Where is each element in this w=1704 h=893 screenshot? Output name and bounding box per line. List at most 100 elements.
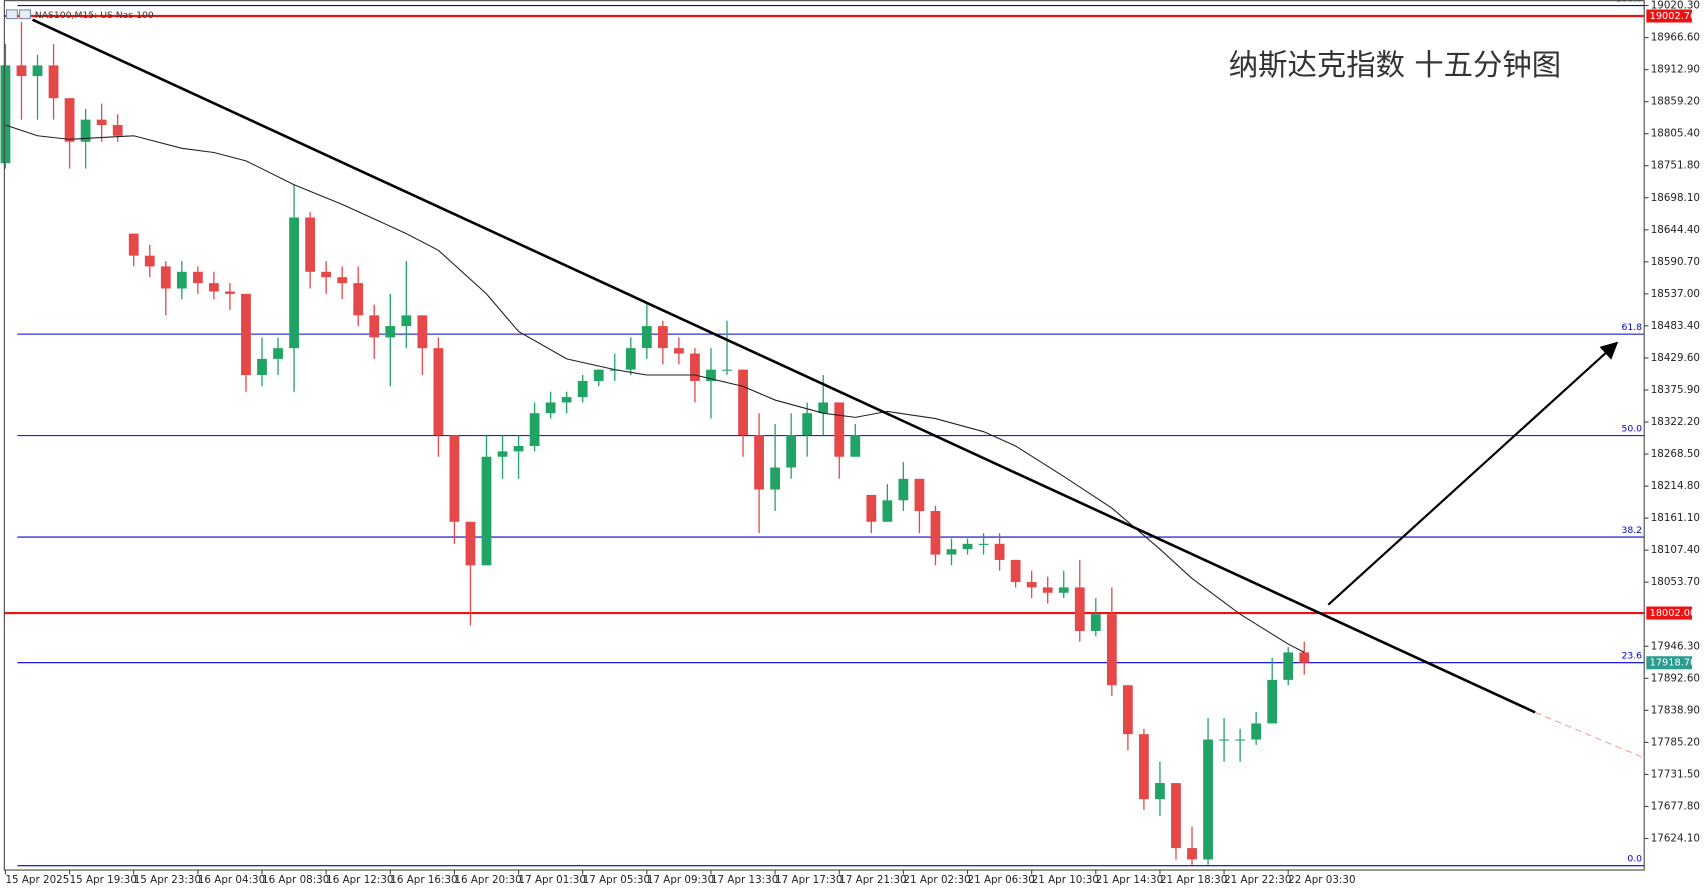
price-level-label: 18002.00 xyxy=(1650,608,1697,619)
candle-body xyxy=(1235,739,1246,741)
fib-label: 23.6 xyxy=(1621,651,1642,662)
y-tick-label: 18214.80 xyxy=(1651,480,1700,492)
candle-body xyxy=(481,456,492,566)
x-tick-label: 22 Apr 03:30 xyxy=(1288,874,1355,886)
x-tick-label: 21 Apr 18:30 xyxy=(1160,874,1227,886)
candle-body xyxy=(1139,734,1149,800)
icon xyxy=(5,9,18,20)
candle-body xyxy=(96,119,107,126)
y-tick-label: 19020.30 xyxy=(1651,0,1700,12)
fib-label: 38.2 xyxy=(1621,525,1642,536)
candle-body xyxy=(192,271,203,284)
candle-body xyxy=(978,543,989,545)
candle-body xyxy=(1171,783,1181,849)
candle-body xyxy=(273,348,283,359)
candle-body xyxy=(433,348,444,436)
candle-body xyxy=(786,435,797,468)
candle-body xyxy=(1155,783,1165,800)
x-tick-label: 17 Apr 01:30 xyxy=(519,874,586,886)
candle-body xyxy=(321,271,332,278)
y-tick-label: 18698.10 xyxy=(1651,192,1700,204)
candle-body xyxy=(64,98,75,142)
x-tick-label: 15 Apr 23:30 xyxy=(134,874,201,886)
candle-body xyxy=(465,521,476,566)
candle-body xyxy=(1203,739,1213,860)
candle-body xyxy=(369,315,380,338)
candle-body xyxy=(1042,587,1053,593)
current-price-label: 17918.70 xyxy=(1650,658,1697,669)
candle-body xyxy=(593,369,604,381)
x-tick-label: 17 Apr 09:30 xyxy=(647,874,714,886)
x-tick-label: 21 Apr 14:30 xyxy=(1096,874,1163,886)
trend-line xyxy=(1534,711,1645,759)
candle-body xyxy=(209,283,219,292)
chart-title: 纳斯达克指数 十五分钟图 xyxy=(1229,48,1561,82)
candle-body xyxy=(112,125,123,136)
y-tick-label: 18751.80 xyxy=(1651,160,1700,172)
candle-body xyxy=(1283,652,1294,680)
x-tick-label: 16 Apr 16:30 xyxy=(390,874,457,886)
candle-body xyxy=(914,478,925,512)
candle-body xyxy=(657,326,668,349)
fib-label: 50.0 xyxy=(1621,424,1642,435)
candle-body xyxy=(353,283,364,316)
x-tick-label: 17 Apr 13:30 xyxy=(711,874,778,886)
candle-body xyxy=(770,467,781,490)
x-tick-label: 17 Apr 21:30 xyxy=(839,874,906,886)
candle-body xyxy=(241,293,251,376)
candle-body xyxy=(930,511,941,555)
candle-body xyxy=(994,543,1005,560)
x-tick-label: 21 Apr 10:30 xyxy=(1032,874,1099,886)
candle-body xyxy=(128,233,139,256)
fib-label: 61.8 xyxy=(1621,322,1642,333)
candle-body xyxy=(529,413,540,446)
candle-body xyxy=(818,402,829,414)
price-level-box xyxy=(1646,606,1693,620)
plot-area: 100.0 61.8 50.0 38.2 23.6 0.0 xyxy=(0,0,1645,867)
y-tick-label: 17838.90 xyxy=(1651,704,1700,716)
price-level-box xyxy=(1646,9,1693,23)
x-tick-label: 16 Apr 12:30 xyxy=(326,874,393,886)
icon xyxy=(19,9,31,20)
candle-body xyxy=(754,435,764,490)
candle-body xyxy=(385,326,396,338)
candle-body xyxy=(160,266,171,289)
moving-average xyxy=(5,124,1305,653)
y-tick-label: 18053.70 xyxy=(1651,576,1700,588)
candle-body xyxy=(706,369,716,381)
candle-body xyxy=(834,402,845,457)
candle-body xyxy=(497,451,508,457)
candle-body xyxy=(48,65,59,99)
candle-body xyxy=(898,478,909,501)
candle-body xyxy=(32,65,43,77)
candle-body xyxy=(176,271,187,289)
candle-body xyxy=(561,397,572,403)
chart-header: NAS100,M15: US Nas 100 xyxy=(35,10,154,21)
x-tick-label: 17 Apr 17:30 xyxy=(775,874,842,886)
candle-body xyxy=(305,217,316,272)
candle-body xyxy=(1090,614,1101,631)
x-tick-label: 16 Apr 08:30 xyxy=(262,874,329,886)
y-tick-label: 17946.30 xyxy=(1651,640,1700,652)
candle-body xyxy=(1106,614,1117,686)
y-tick-label: 18322.20 xyxy=(1651,416,1700,428)
candle-body xyxy=(144,255,155,267)
current-price-box xyxy=(1646,656,1693,670)
y-tick-label: 18805.40 xyxy=(1651,128,1700,140)
candle-body xyxy=(577,380,588,398)
candle-body xyxy=(1219,739,1229,741)
y-tick-label: 17785.20 xyxy=(1651,736,1700,748)
candle-body xyxy=(401,315,412,327)
candle-body xyxy=(802,413,813,436)
candle-body xyxy=(866,494,877,522)
y-tick-label: 18483.40 xyxy=(1651,320,1700,332)
trend-line xyxy=(32,18,1536,714)
candle-body xyxy=(674,348,684,354)
y-tick-label: 18859.20 xyxy=(1651,96,1700,108)
candle-body xyxy=(16,65,27,77)
candle-body xyxy=(417,315,428,349)
y-tick-label: 17892.60 xyxy=(1651,672,1700,684)
fib-label: 100.0 xyxy=(1616,0,1643,5)
y-tick-label: 17624.10 xyxy=(1651,832,1700,844)
